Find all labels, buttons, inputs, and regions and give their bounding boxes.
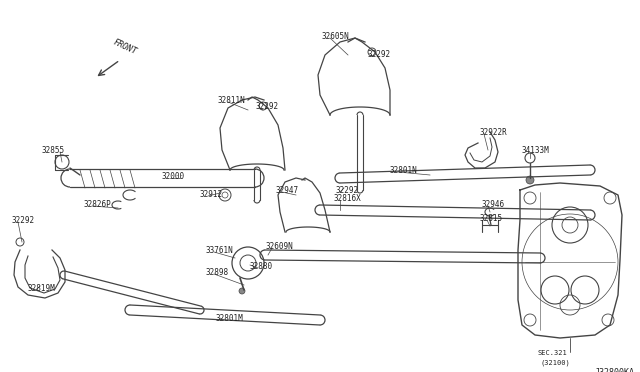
Circle shape [526,176,534,184]
Circle shape [239,288,245,294]
Text: 32000: 32000 [162,172,185,181]
Text: 32815: 32815 [480,214,503,223]
Text: 32880: 32880 [250,262,273,271]
Circle shape [368,48,376,56]
Text: 32292: 32292 [336,186,359,195]
Text: 32898: 32898 [206,268,229,277]
Text: 32922R: 32922R [480,128,508,137]
Text: 32292: 32292 [368,50,391,59]
Text: SEC.321: SEC.321 [538,350,568,356]
Text: 32855: 32855 [42,146,65,155]
Text: 32819M: 32819M [28,284,56,293]
Text: 34133M: 34133M [522,146,550,155]
Text: 32946: 32946 [482,200,505,209]
Text: 32826P: 32826P [84,200,112,209]
Circle shape [16,238,24,246]
Text: J32800KA: J32800KA [595,368,635,372]
Text: FRONT: FRONT [112,37,138,56]
Text: 32292: 32292 [255,102,278,111]
Circle shape [259,102,267,110]
Text: 32292: 32292 [12,216,35,225]
Text: 32947: 32947 [276,186,299,195]
Text: (32100): (32100) [540,360,570,366]
Text: 33761N: 33761N [206,246,234,255]
Text: 32801N: 32801N [390,166,418,175]
Text: 32609N: 32609N [266,242,294,251]
Text: 32801M: 32801M [216,314,244,323]
Text: 32912: 32912 [200,190,223,199]
Text: 32811N: 32811N [218,96,246,105]
Text: 32605N: 32605N [322,32,349,41]
Text: 32816X: 32816X [334,194,362,203]
